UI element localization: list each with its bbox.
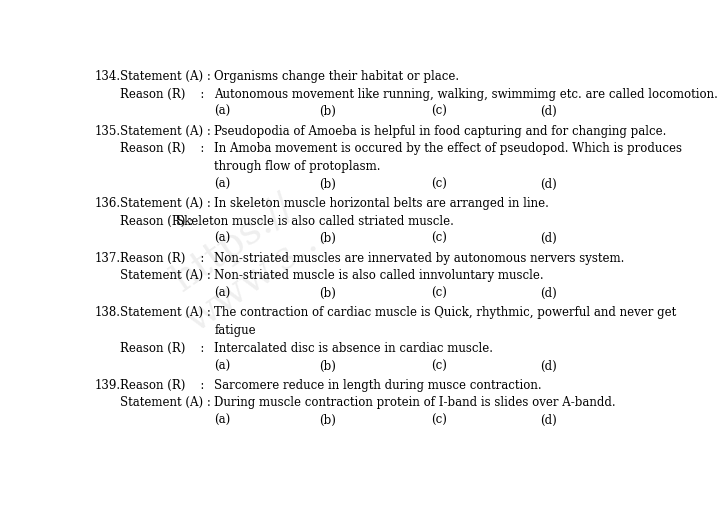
Text: During muscle contraction protein of I-band is slides over A-bandd.: During muscle contraction protein of I-b… xyxy=(214,395,616,409)
Text: (b): (b) xyxy=(319,105,336,118)
Text: Statement (A) :: Statement (A) : xyxy=(120,196,211,210)
Text: 135.: 135. xyxy=(94,124,121,137)
Text: Intercalated disc is absence in cardiac muscle.: Intercalated disc is absence in cardiac … xyxy=(214,341,493,354)
Text: (b): (b) xyxy=(319,413,336,426)
Text: (d): (d) xyxy=(540,359,557,372)
Text: (c): (c) xyxy=(431,232,447,245)
Text: Reason (R) :: Reason (R) : xyxy=(120,214,193,227)
Text: (d): (d) xyxy=(540,232,557,245)
Text: (c): (c) xyxy=(431,177,447,190)
Text: 134.: 134. xyxy=(94,70,121,83)
Text: (c): (c) xyxy=(431,286,447,299)
Text: 137.: 137. xyxy=(94,251,121,264)
Text: (c): (c) xyxy=(431,413,447,426)
Text: (d): (d) xyxy=(540,286,557,299)
Text: In Amoba movement is occured by the effect of pseudopod. Which is produces: In Amoba movement is occured by the effe… xyxy=(214,142,682,155)
Text: (a): (a) xyxy=(214,105,230,118)
Text: (a): (a) xyxy=(214,286,230,299)
Text: (d): (d) xyxy=(540,413,557,426)
Text: https://
www.s...: https:// www.s... xyxy=(155,181,335,340)
Text: The contraction of cardiac muscle is Quick, rhythmic, powerful and never get: The contraction of cardiac muscle is Qui… xyxy=(214,306,677,319)
Text: Statement (A) :: Statement (A) : xyxy=(120,395,211,409)
Text: Reason (R)    :: Reason (R) : xyxy=(120,251,204,264)
Text: (b): (b) xyxy=(319,286,336,299)
Text: Statement (A) :: Statement (A) : xyxy=(120,306,211,319)
Text: Statement (A) :: Statement (A) : xyxy=(120,124,211,137)
Text: (a): (a) xyxy=(214,359,230,372)
Text: through flow of protoplasm.: through flow of protoplasm. xyxy=(214,160,380,173)
Text: 139.: 139. xyxy=(94,378,121,391)
Text: (b): (b) xyxy=(319,177,336,190)
Text: Reason (R)    :: Reason (R) : xyxy=(120,378,204,391)
Text: (a): (a) xyxy=(214,177,230,190)
Text: (d): (d) xyxy=(540,177,557,190)
Text: (a): (a) xyxy=(214,232,230,245)
Text: Reason (R)    :: Reason (R) : xyxy=(120,87,204,100)
Text: Organisms change their habitat or place.: Organisms change their habitat or place. xyxy=(214,70,459,83)
Text: (b): (b) xyxy=(319,359,336,372)
Text: 136.: 136. xyxy=(94,196,121,210)
Text: (b): (b) xyxy=(319,232,336,245)
Text: Autonomous movement like running, walking, swimmimg etc. are called locomotion.: Autonomous movement like running, walkin… xyxy=(214,87,718,100)
Text: (a): (a) xyxy=(214,413,230,426)
Text: Non-striated muscles are innervated by autonomous nervers system.: Non-striated muscles are innervated by a… xyxy=(214,251,625,264)
Text: Reason (R)    :: Reason (R) : xyxy=(120,142,204,155)
Text: Sarcomere reduce in length during musce contraction.: Sarcomere reduce in length during musce … xyxy=(214,378,542,391)
Text: Statement (A) :: Statement (A) : xyxy=(120,269,211,282)
Text: In skeleton muscle horizontal belts are arranged in line.: In skeleton muscle horizontal belts are … xyxy=(214,196,549,210)
Text: (d): (d) xyxy=(540,105,557,118)
Text: fatigue: fatigue xyxy=(214,323,256,336)
Text: (c): (c) xyxy=(431,105,447,118)
Text: Reason (R)    :: Reason (R) : xyxy=(120,341,204,354)
Text: Non-striated muscle is also called innvoluntary muscle.: Non-striated muscle is also called innvo… xyxy=(214,269,544,282)
Text: Skeleton muscle is also called striated muscle.: Skeleton muscle is also called striated … xyxy=(175,214,453,227)
Text: (c): (c) xyxy=(431,359,447,372)
Text: Statement (A) :: Statement (A) : xyxy=(120,70,211,83)
Text: Pseudopodia of Amoeba is helpful in food capturing and for changing palce.: Pseudopodia of Amoeba is helpful in food… xyxy=(214,124,666,137)
Text: 138.: 138. xyxy=(94,306,120,319)
